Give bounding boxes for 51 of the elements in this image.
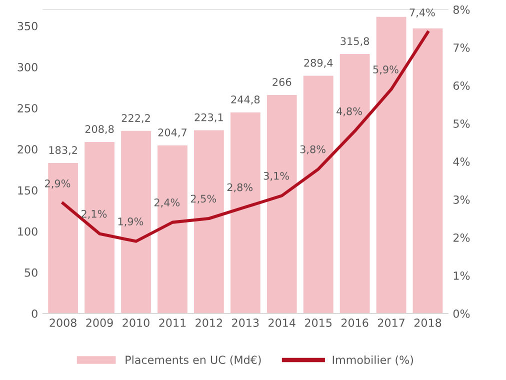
y2-tick-label: 3% xyxy=(454,195,470,204)
y2-tick-label: 5% xyxy=(454,119,470,128)
data-label: 222,2 xyxy=(122,114,150,124)
y-tick-label: 50 xyxy=(24,268,38,277)
x-tick-label: 2014 xyxy=(268,318,296,327)
y-tick-label: 0 xyxy=(32,309,38,318)
data-label: 7,4% xyxy=(410,8,435,18)
y-tick-label: 200 xyxy=(18,145,38,154)
legend-label: Placements en UC (Md€) xyxy=(126,355,261,366)
data-label: 3,8% xyxy=(300,145,326,154)
data-label: 208,8 xyxy=(85,125,114,134)
y2-tick-label: 1% xyxy=(454,271,470,280)
data-label: 3,1% xyxy=(264,172,289,181)
data-label: 4,8% xyxy=(336,107,362,116)
x-tick-label: 2018 xyxy=(414,318,442,327)
y2-tick-label: 8% xyxy=(453,5,470,14)
data-label: 289,4 xyxy=(304,58,333,68)
y2-tick-label: 0% xyxy=(453,309,470,318)
x-tick-label: 2008 xyxy=(50,318,76,327)
x-tick-label: 2013 xyxy=(232,318,259,327)
legend-label: Immobilier (%) xyxy=(332,355,414,366)
data-label: 5,9% xyxy=(373,66,398,74)
y2-tick-label: 7% xyxy=(454,43,470,52)
x-tick-label: 2012 xyxy=(196,318,222,327)
data-label: 2,4% xyxy=(154,198,180,208)
data-label: 2,1% xyxy=(82,210,107,219)
data-label: 204,7 xyxy=(158,128,186,138)
data-label: 2,8% xyxy=(227,183,253,192)
y2-tick-label: 2% xyxy=(453,233,470,242)
data-label: 2,9% xyxy=(45,180,70,188)
bar xyxy=(412,28,443,314)
data-label: 244,8 xyxy=(231,96,260,104)
data-label: 183,2 xyxy=(49,146,77,156)
data-label: 315,8 xyxy=(340,37,370,46)
y-tick-label: 150 xyxy=(18,186,38,195)
y2-tick-label: 6% xyxy=(453,81,470,90)
x-tick-label: 2011 xyxy=(159,318,186,327)
data-label: 1,9% xyxy=(118,218,144,226)
y-tick-label: 250 xyxy=(18,104,38,112)
data-label: 2,5% xyxy=(190,194,216,204)
x-tick-label: 2010 xyxy=(122,318,150,327)
y-tick-label: 100 xyxy=(18,227,38,236)
x-tick-label: 2016 xyxy=(341,318,368,327)
data-label: 223,1 xyxy=(194,113,223,122)
y-tick-label: 300 xyxy=(18,62,38,72)
y2-tick-label: 4% xyxy=(453,157,470,166)
data-label: 266 xyxy=(272,78,292,86)
x-tick-label: 2009 xyxy=(86,318,113,327)
x-tick-label: 2015 xyxy=(305,318,332,327)
x-tick-label: 2017 xyxy=(378,318,404,327)
y-tick-label: 350 xyxy=(18,22,38,30)
